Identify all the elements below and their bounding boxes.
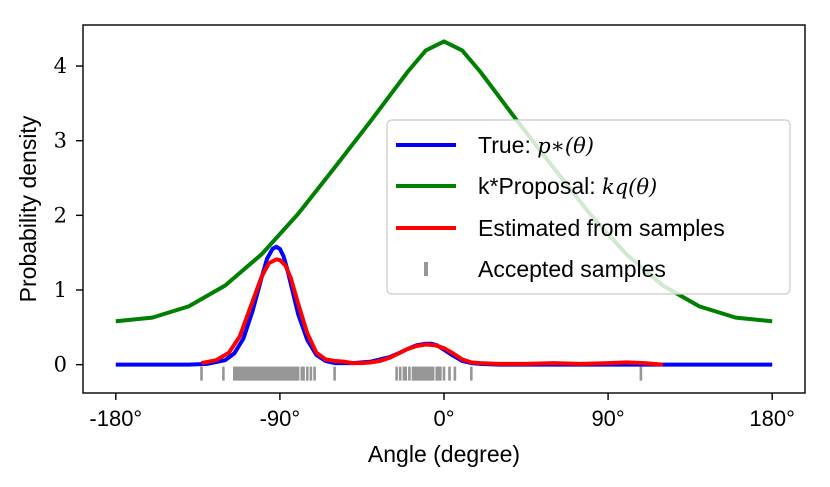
series-line-estimated-from-samples bbox=[201, 257, 663, 367]
legend-math-proposal: kq(θ) bbox=[602, 175, 657, 199]
x-tick-label: 180° bbox=[749, 406, 795, 431]
legend-math-true: p∗(θ) bbox=[537, 134, 594, 158]
y-axis: 0 1 2 3 4 bbox=[54, 54, 83, 377]
y-tick-label: 1 bbox=[54, 278, 67, 302]
y-tick-label: 0 bbox=[54, 353, 67, 377]
legend-entry-proposal: k*Proposal: kq(θ) bbox=[478, 173, 657, 199]
y-axis-label: Probability density bbox=[15, 115, 41, 302]
x-tick-label: 90° bbox=[591, 406, 624, 431]
x-axis: -180° -90° 0° 90° 180° bbox=[89, 393, 795, 431]
legend-box bbox=[386, 119, 791, 295]
y-tick-label: 4 bbox=[54, 54, 67, 78]
legend-label-accepted: Accepted samples bbox=[478, 256, 666, 282]
legend-entry-true: True: p∗(θ) bbox=[478, 132, 594, 158]
x-tick-label: -180° bbox=[89, 406, 142, 431]
x-tick-label: -90° bbox=[260, 406, 301, 431]
y-tick-label: 2 bbox=[54, 203, 67, 227]
y-tick-label: 3 bbox=[54, 129, 67, 153]
legend-label-estimated: Estimated from samples bbox=[478, 215, 725, 241]
legend: True: p∗(θ) k*Proposal: kq(θ) Estimated … bbox=[386, 119, 791, 295]
legend-label-true: True: bbox=[478, 132, 537, 158]
x-tick-label: 0° bbox=[433, 406, 454, 431]
x-axis-label: Angle (degree) bbox=[368, 441, 520, 467]
legend-label-proposal: k*Proposal: bbox=[478, 173, 602, 199]
